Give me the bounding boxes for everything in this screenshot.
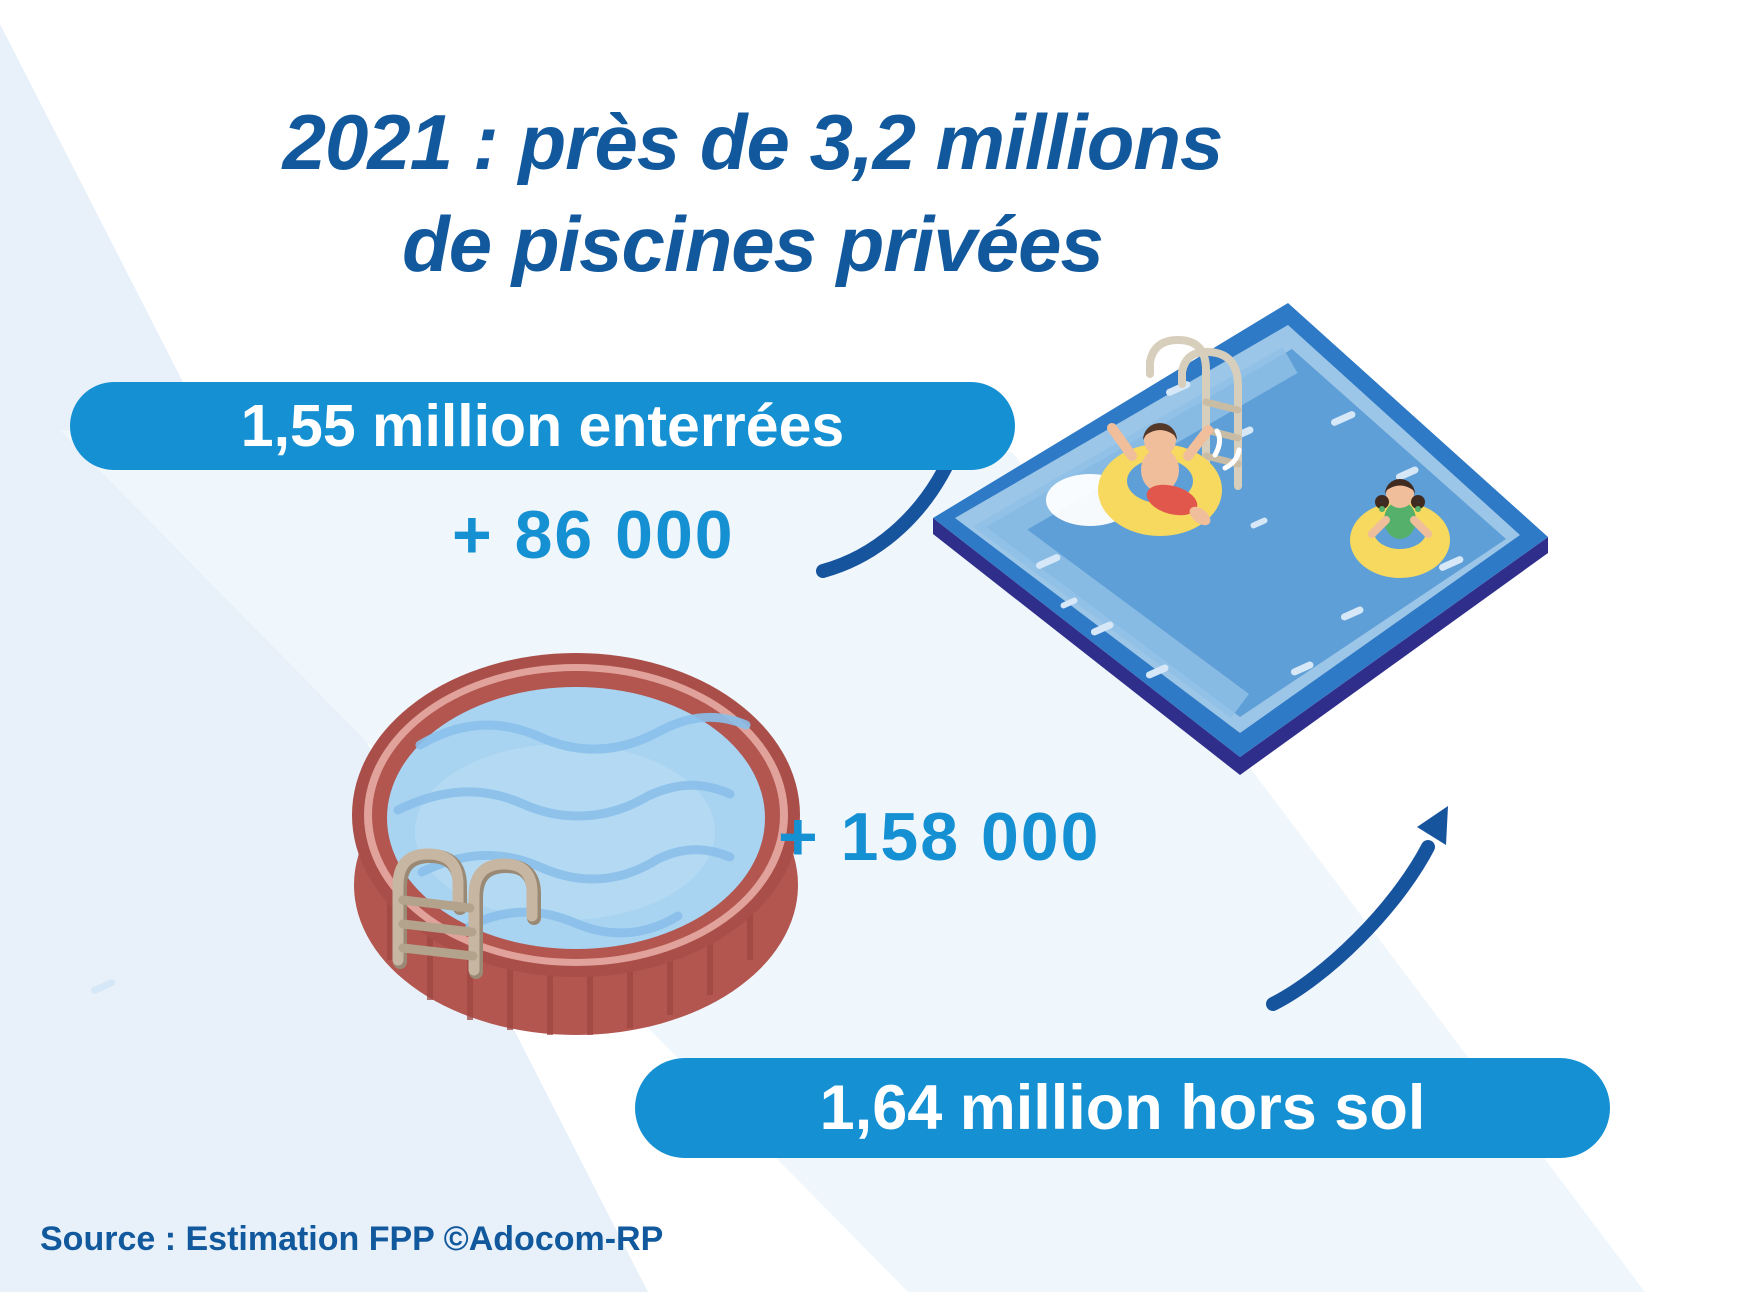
title-line-1: 2021 : près de 3,2 millions: [282, 98, 1224, 187]
stat-badge-inground-label: 1,55 million enterrées: [240, 393, 845, 459]
girl-in-swim-ring: [1350, 479, 1450, 578]
stat-delta-inground: + 86 000: [452, 497, 735, 573]
inground-pool-water: [986, 349, 1506, 717]
stat-badge-inground: 1,55 million enterrées: [70, 382, 1015, 470]
page-title: 2021 : près de 3,2 millions de piscines …: [0, 92, 1505, 295]
stat-delta-aboveground: + 158 000: [778, 799, 1101, 875]
source-note: Source : Estimation FPP ©Adocom-RP: [40, 1220, 664, 1258]
title-line-2: de piscines privées: [402, 199, 1104, 288]
stat-badge-aboveground-label: 1,64 million hors sol: [819, 1073, 1426, 1143]
round-pool-ladder-icon: [392, 848, 541, 979]
stat-badge-aboveground: 1,64 million hors sol: [635, 1058, 1610, 1158]
growth-arrow-aboveground: [1266, 806, 1448, 1011]
inground-pool-wall-reflection: [972, 347, 1298, 719]
above-ground-pool-illustration: [352, 653, 800, 1035]
arrow-head-icon: [1417, 806, 1448, 845]
round-pool-ripples: [393, 712, 751, 938]
inground-pool-illustration: [90, 303, 1548, 994]
boy-in-swim-ring: [1046, 423, 1242, 536]
